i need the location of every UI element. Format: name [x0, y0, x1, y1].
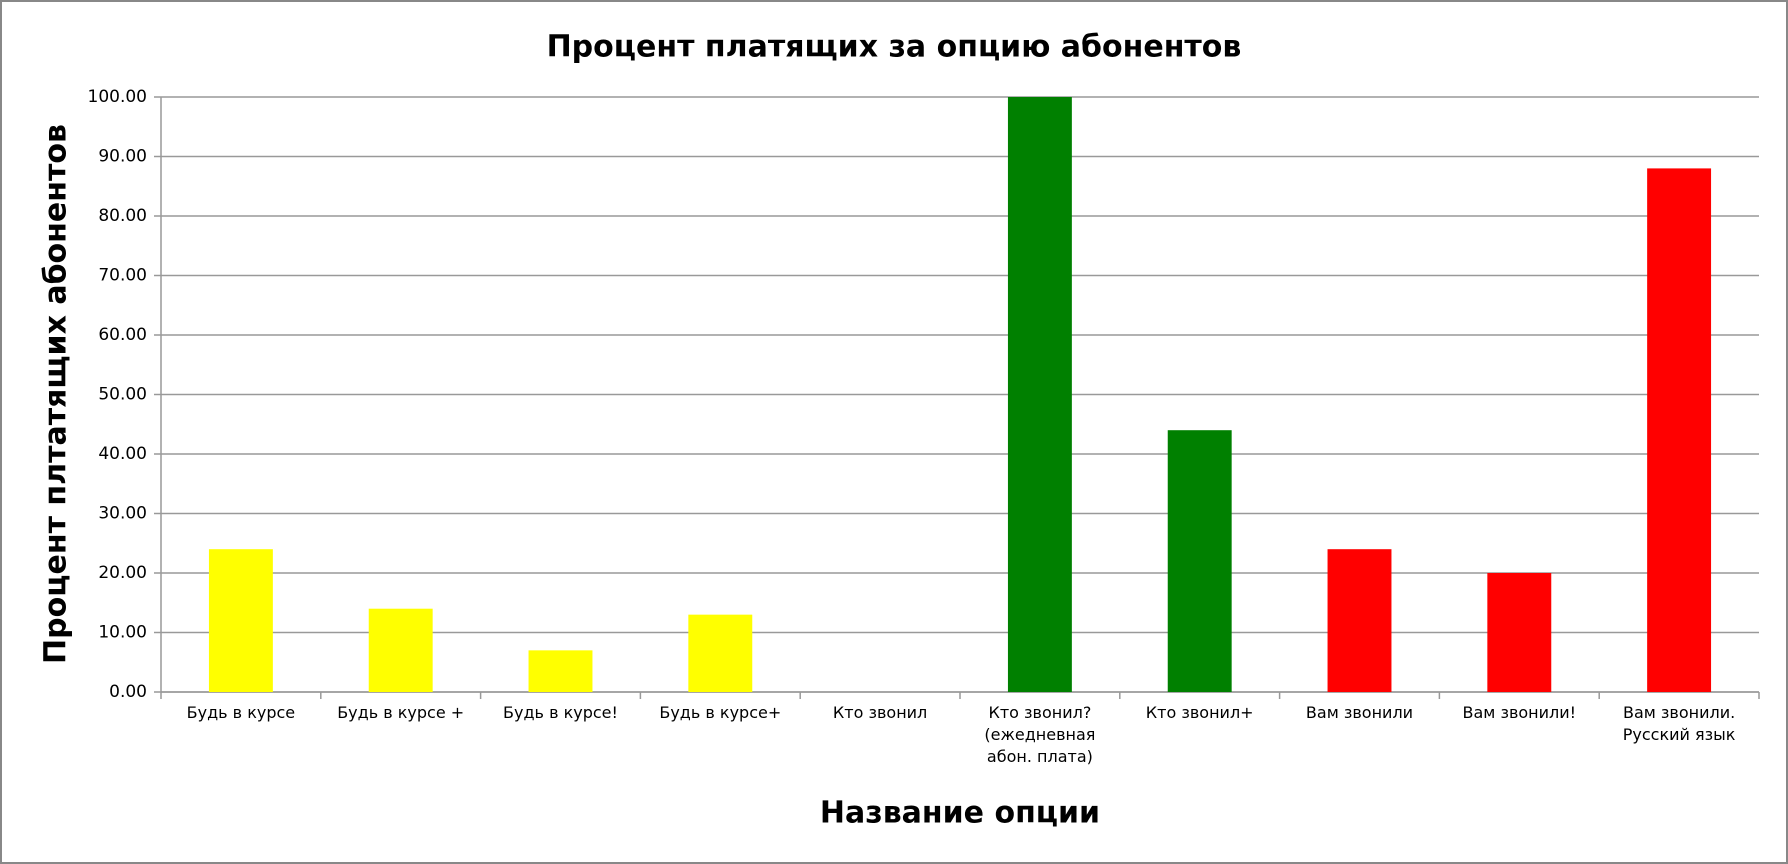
bar: [1327, 549, 1392, 692]
bar: [368, 608, 433, 692]
bar: [208, 549, 273, 692]
y-tick-label: 20.00: [98, 563, 147, 583]
y-tick-label: 40.00: [98, 444, 147, 464]
x-tick-label: Будь в курсе!: [503, 703, 618, 722]
x-tick-label: Будь в курсе: [186, 703, 296, 722]
y-tick-label: 100.00: [88, 87, 147, 107]
x-tick-label: Вам звонили!: [1462, 703, 1577, 722]
x-tick-label: Вам звонили: [1305, 703, 1414, 722]
y-tick-label: 0.00: [109, 682, 147, 702]
y-tick-label: 70.00: [98, 266, 147, 286]
x-tick-label: Кто звонил+: [1145, 703, 1254, 722]
x-tick-label: Будь в курсе +: [337, 703, 465, 722]
chart-title: Процент платящих за опцию абонентов: [547, 30, 1242, 65]
bar: [688, 614, 753, 692]
bar: [1647, 168, 1712, 692]
x-tick-label: Кто звонил? (ежедневная абон. плата): [984, 703, 1096, 766]
x-tick-label: Кто звонил: [832, 703, 928, 722]
x-tick-label: Вам звонили. Русский язык: [1622, 703, 1736, 744]
bar: [1007, 97, 1072, 692]
x-tick-label: Будь в курсе+: [659, 703, 782, 722]
bar: [528, 650, 593, 692]
y-tick-label: 90.00: [98, 147, 147, 167]
y-tick-label: 80.00: [98, 206, 147, 226]
y-tick-label: 10.00: [98, 623, 147, 643]
x-axis-label: Название опции: [820, 796, 1100, 831]
y-tick-label: 50.00: [98, 385, 147, 405]
bar: [1487, 573, 1552, 692]
y-tick-label: 30.00: [98, 504, 147, 524]
y-axis-label: Процент плтатящих абонентов: [39, 124, 74, 664]
bar: [1167, 430, 1232, 692]
y-tick-label: 60.00: [98, 325, 147, 345]
